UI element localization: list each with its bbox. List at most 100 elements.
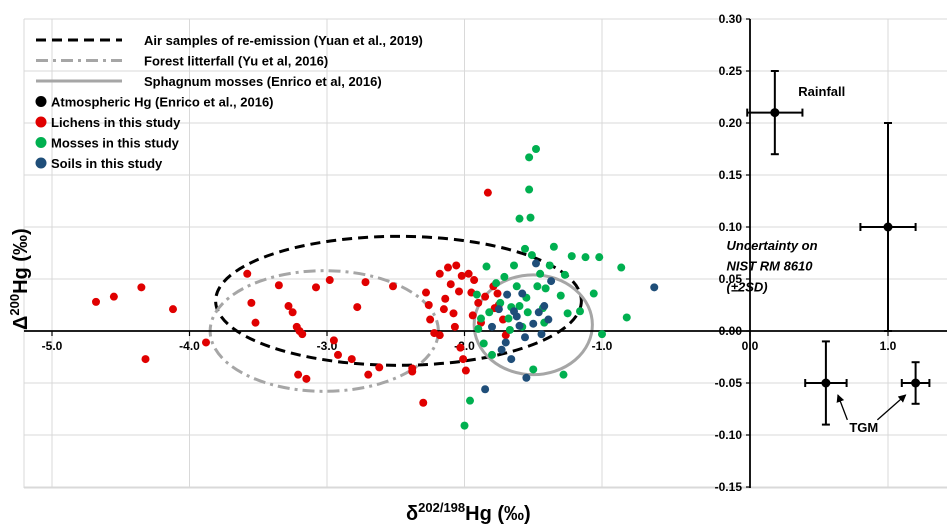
point-lichens — [298, 330, 307, 339]
point-soils — [544, 315, 553, 324]
x-axis-title: δ202/198Hg (‰) — [406, 500, 531, 525]
y-tick-label: 0.15 — [719, 168, 743, 182]
point-lichens — [470, 276, 479, 285]
legend-marker-swatch — [35, 157, 47, 169]
legend-marker-swatch — [35, 96, 47, 107]
point-lichens — [141, 355, 150, 364]
tgm-arrows — [836, 394, 907, 421]
point-lichens — [375, 363, 384, 372]
point-lichens — [481, 292, 490, 301]
point-soils — [522, 373, 531, 382]
gridlines — [23, 18, 947, 489]
point-lichens — [92, 297, 100, 306]
legend-marker-swatch — [35, 137, 47, 148]
point-lichens — [455, 287, 463, 296]
point-lichens — [459, 355, 468, 364]
x-axis-title-base: δ — [406, 503, 418, 525]
y-axis-title: Δ200Hg (‰) — [7, 228, 32, 330]
ellipse-sphagnum — [472, 273, 594, 377]
point-mosses — [515, 214, 524, 223]
annotation-2sd: (±2SD) — [727, 279, 768, 294]
y-tick-label: -0.15 — [715, 480, 743, 494]
point-mosses — [460, 421, 469, 430]
point-lichens — [493, 289, 502, 298]
point-mosses — [549, 242, 558, 251]
point-mosses — [617, 263, 626, 272]
point-lichens — [439, 305, 448, 314]
point-mosses — [545, 261, 554, 270]
point-soils — [521, 333, 529, 342]
legend-label: Lichens in this study — [51, 115, 181, 130]
point-mosses — [492, 279, 501, 288]
point-mosses — [529, 365, 538, 374]
point-lichens — [109, 292, 118, 301]
point-lichens — [169, 305, 177, 314]
point-soils — [529, 319, 538, 328]
point-mosses — [526, 213, 535, 222]
point-lichens — [389, 282, 397, 291]
point-mosses — [488, 350, 496, 359]
x-tick-label: 1.0 — [880, 339, 897, 353]
point-mosses — [485, 308, 494, 317]
point-lichens — [284, 302, 293, 311]
annotation-nist-rm-8610: NIST RM 8610 — [727, 259, 814, 274]
point-mosses — [525, 153, 534, 162]
point-mosses — [527, 251, 536, 260]
point-mosses — [567, 252, 576, 261]
y-tick-label: 0.05 — [719, 272, 743, 286]
legend-label: Air samples of re-emission (Yuan et al.,… — [144, 33, 423, 48]
point-mosses — [532, 145, 540, 153]
point-mosses — [541, 284, 550, 293]
y-tick-label: 0.30 — [719, 12, 743, 26]
point-lichens — [408, 367, 417, 376]
point-mosses — [510, 261, 518, 270]
legend-label: Soils in this study — [51, 156, 163, 171]
point-lichens — [294, 370, 303, 379]
point-mosses — [496, 298, 505, 307]
point-lichens — [452, 261, 461, 270]
y-tick-label: 0.10 — [719, 220, 743, 234]
point-lichens — [325, 276, 334, 285]
point-lichens — [334, 350, 342, 359]
y-tick-label: 0.25 — [719, 64, 743, 78]
point-mosses — [512, 282, 521, 291]
legend-label: Forest litterfall (Yu et al, 2016) — [144, 54, 328, 69]
axes: 0.300.250.200.150.100.050.00-0.05-0.10-0… — [24, 12, 947, 494]
point-mosses — [482, 262, 491, 271]
error-bar-points — [746, 70, 931, 426]
legend-label: Sphagnum mosses (Enrico et al, 2016) — [144, 74, 382, 89]
x-axis-title-tail: Hg (‰) — [465, 503, 531, 525]
annotations: Rainfall Uncertainty on NIST RM 8610 (±2SD)… — [727, 84, 879, 435]
point-mosses — [525, 185, 534, 194]
point-soils — [540, 302, 549, 311]
point-soils — [507, 355, 516, 364]
point-lichens — [302, 374, 311, 383]
point-mosses — [560, 270, 569, 279]
y-axis-title-superscript: 200 — [7, 294, 22, 316]
point-soils — [537, 330, 546, 339]
point-soils — [512, 312, 521, 321]
point-mosses — [559, 370, 568, 379]
point-mosses — [472, 290, 481, 299]
point-mosses — [477, 314, 485, 323]
point-lichens — [419, 398, 428, 407]
point-lichens — [347, 355, 356, 364]
point-mosses — [474, 324, 483, 333]
annotation-uncertainty-on: Uncertainty on — [727, 238, 818, 253]
point-mosses — [504, 314, 513, 323]
annotation-tgm: TGM — [849, 420, 878, 435]
point-lichens — [243, 269, 252, 278]
point-mosses — [563, 309, 572, 318]
point-lichens — [137, 283, 146, 292]
x-axis-title-superscript: 202/198 — [418, 500, 465, 515]
point-mosses — [598, 330, 606, 339]
point-mosses — [556, 291, 565, 300]
point-mosses — [515, 302, 524, 311]
annotation-rainfall: Rainfall — [798, 84, 845, 99]
arrow-line — [836, 394, 848, 421]
point-soils — [650, 283, 659, 292]
legend-label: Atmospheric Hg (Enrico et al., 2016) — [51, 95, 274, 110]
point-lichens — [422, 288, 430, 297]
point-mosses — [581, 253, 590, 262]
x-tick-label: -5.0 — [42, 339, 63, 353]
